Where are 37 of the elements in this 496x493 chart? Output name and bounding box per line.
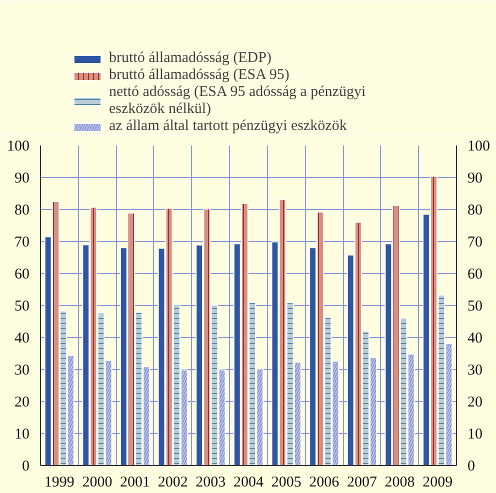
y-tick-label: 100 xyxy=(7,138,30,154)
y-tick-label: 20 xyxy=(14,394,30,410)
x-tick-label: 2008 xyxy=(384,474,415,490)
legend-label: az állam által tartott pénzügyi eszközök xyxy=(109,118,347,135)
y-tick-label: 70 xyxy=(14,234,30,250)
y2-tick-label: 90 xyxy=(468,170,482,186)
legend-label: bruttó államadósság (EDP) xyxy=(109,50,272,67)
y2-tick-label: 20 xyxy=(468,394,482,410)
x-tick-label: 2005 xyxy=(271,474,302,490)
y2-tick-label: 30 xyxy=(468,362,482,378)
y-tick-label: 80 xyxy=(14,202,30,218)
y2-tick-label: 50 xyxy=(468,298,482,314)
y-tick-label: 10 xyxy=(14,426,30,442)
y2-tick-label: 10 xyxy=(468,426,482,442)
y2-tick-label: 80 xyxy=(468,202,482,218)
y2-tick-label: 0 xyxy=(468,458,475,474)
y2-tick-label: 70 xyxy=(468,234,482,250)
y-tick-label: 90 xyxy=(14,170,30,186)
y-tick-label: 0 xyxy=(22,458,30,474)
y-tick-label: 50 xyxy=(14,298,30,314)
x-tick-label: 2006 xyxy=(309,474,340,490)
x-tick-label: 1999 xyxy=(44,474,74,490)
y-tick-label: 60 xyxy=(14,266,30,282)
x-tick-label: 2007 xyxy=(346,474,378,490)
legend-label: bruttó államadósság (ESA 95) xyxy=(109,67,290,84)
legend-label: nettó adósság (ESA 95 adósság a pénzügyi eszközök nélkül) xyxy=(109,84,366,118)
x-tick-label: 2009 xyxy=(422,474,453,490)
y-tick-label: 40 xyxy=(14,330,30,346)
x-tick-label: 2001 xyxy=(120,474,150,490)
x-tick-label: 2002 xyxy=(158,474,188,490)
y2-tick-label: 100 xyxy=(468,138,490,154)
x-tick-label: 2003 xyxy=(196,474,226,490)
y2-tick-label: 60 xyxy=(468,266,482,282)
x-tick-label: 2004 xyxy=(234,474,264,490)
y2-tick-label: 40 xyxy=(468,330,482,346)
x-tick-label: 2000 xyxy=(82,474,112,490)
y-tick-label: 30 xyxy=(14,362,30,378)
